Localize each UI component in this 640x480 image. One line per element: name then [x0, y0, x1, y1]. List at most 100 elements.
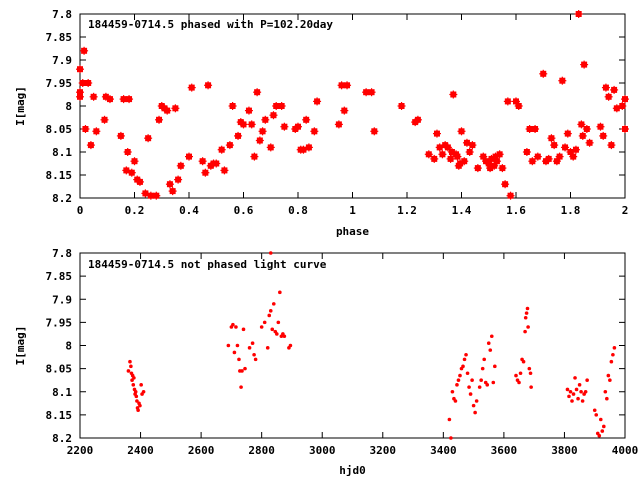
- data-point: [294, 122, 302, 131]
- data-point: [489, 334, 494, 339]
- data-point: [220, 166, 229, 175]
- y-tick-label: 7.85: [46, 31, 73, 44]
- data-point: [126, 369, 131, 373]
- data-point: [269, 111, 278, 120]
- x-tick-label: 1.6: [506, 204, 526, 217]
- data-point: [237, 357, 241, 362]
- data-point: [100, 115, 109, 124]
- data-point: [528, 371, 533, 376]
- data-point: [267, 313, 272, 318]
- data-point: [313, 97, 322, 106]
- data-point: [474, 399, 479, 403]
- data-point: [498, 164, 507, 173]
- unphased-plot-panel: 2200 2400 2600 2800 3000 3200 3400 3600 3800 4000…: [14, 247, 638, 477]
- y-tick-label: 8.15: [46, 169, 73, 182]
- data-point: [561, 143, 570, 152]
- data-point: [168, 187, 177, 196]
- data-point: [621, 125, 629, 133]
- data-point: [123, 148, 132, 156]
- y-tick-label: 7.9: [52, 293, 72, 306]
- phased-plot-panel: 0 0.2 0.4 0.6 0.8 1 1.2 1.4 1.6 1.8 2 7.8 7.85 7.9 7.9…: [14, 8, 629, 238]
- data-point: [450, 389, 455, 394]
- data-point: [528, 157, 537, 166]
- data-point: [503, 97, 512, 106]
- y-tick-label: 8.15: [46, 409, 73, 422]
- data-point: [134, 394, 139, 399]
- data-point: [135, 399, 139, 403]
- data-point: [133, 389, 138, 394]
- data-point: [302, 115, 311, 124]
- data-point: [367, 88, 376, 97]
- data-point: [84, 79, 93, 87]
- data-point: [424, 150, 433, 159]
- data-point: [585, 138, 594, 147]
- data-point: [276, 320, 281, 325]
- x-tick-label: 3200: [370, 444, 397, 457]
- data-point: [446, 154, 455, 163]
- data-point: [521, 359, 526, 364]
- x-axis-label: hjd0: [339, 464, 366, 477]
- data-point: [334, 120, 343, 129]
- data-point: [86, 141, 95, 150]
- data-point: [501, 180, 510, 189]
- data-point: [518, 371, 523, 376]
- data-point: [187, 83, 196, 92]
- data-point: [533, 152, 542, 161]
- plot-title: 184459-0714.5 not phased light curve: [88, 258, 327, 271]
- data-point: [524, 311, 529, 315]
- data-point: [239, 385, 243, 389]
- data-point: [152, 191, 161, 200]
- data-point: [456, 378, 461, 382]
- data-point: [603, 389, 608, 394]
- data-point: [580, 399, 585, 403]
- data-point: [467, 385, 471, 389]
- data-point: [550, 141, 559, 150]
- data-point: [139, 383, 143, 387]
- data-point: [569, 152, 578, 161]
- data-point: [606, 373, 611, 378]
- x-tick-label: 0.8: [288, 204, 308, 217]
- x-tick-label: 0: [77, 204, 84, 217]
- plot-frame: [79, 252, 626, 439]
- data-point: [92, 127, 101, 136]
- data-point: [604, 92, 613, 101]
- data-point: [486, 341, 491, 345]
- data-point: [212, 159, 221, 168]
- data-point: [468, 392, 473, 396]
- data-point: [612, 346, 617, 350]
- data-point: [485, 383, 490, 387]
- x-tick-label: 3800: [551, 444, 578, 457]
- data-point: [618, 102, 627, 110]
- data-point: [174, 175, 183, 184]
- data-point: [525, 306, 530, 311]
- y-tick-label: 8: [65, 100, 72, 113]
- data-point: [244, 106, 253, 115]
- data-point: [449, 90, 458, 99]
- data-point: [155, 115, 164, 124]
- data-point: [240, 369, 244, 373]
- x-tick-label: 1: [349, 204, 356, 217]
- x-tick-label: 1.8: [561, 204, 581, 217]
- data-point: [563, 129, 572, 138]
- data-point: [570, 399, 574, 403]
- data-point: [447, 417, 452, 422]
- data-point: [598, 417, 603, 422]
- data-point: [493, 364, 497, 369]
- data-point: [523, 315, 528, 320]
- data-point: [527, 366, 532, 371]
- x-tick-label: 2800: [248, 444, 275, 457]
- y-tick-label: 7.9: [52, 54, 72, 67]
- data-point: [594, 413, 599, 417]
- data-point: [340, 106, 349, 115]
- data-point: [288, 343, 293, 348]
- data-point: [234, 131, 243, 140]
- data-point: [247, 120, 256, 129]
- data-point: [138, 403, 142, 408]
- data-point: [76, 92, 84, 101]
- data-point: [255, 136, 264, 145]
- y-tick-label: 8.1: [52, 146, 72, 159]
- data-point: [473, 164, 482, 173]
- data-point: [136, 408, 140, 413]
- data-point: [144, 134, 153, 143]
